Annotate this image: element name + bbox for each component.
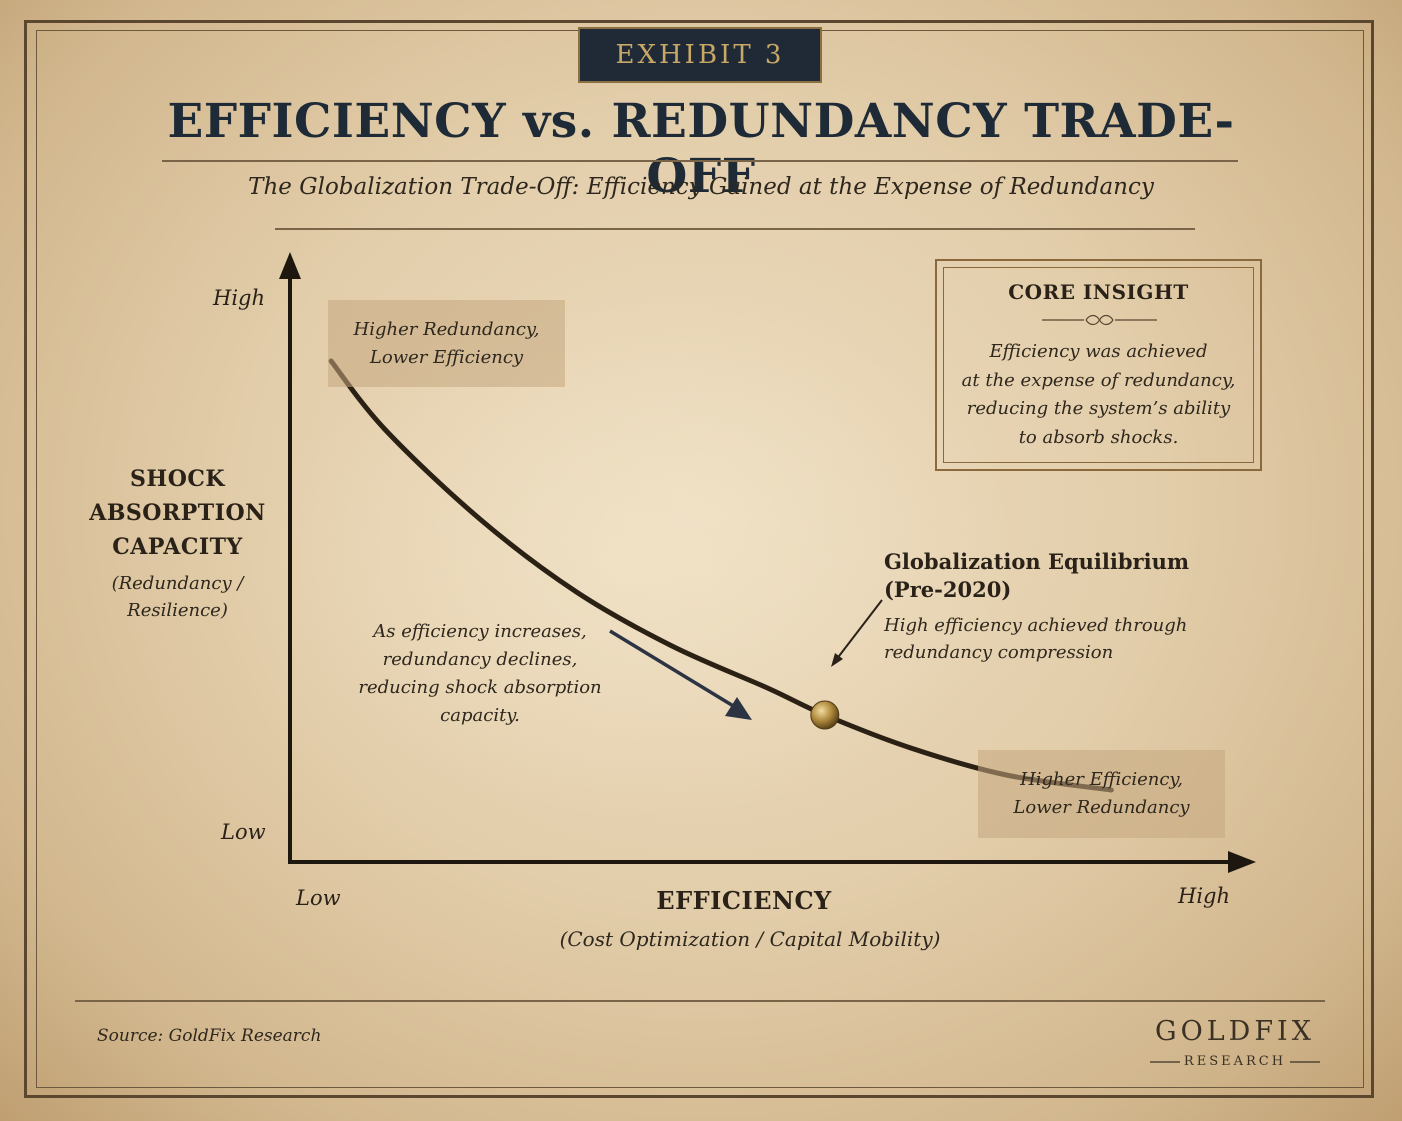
y-axis-subtitle-line: Resilience) xyxy=(127,600,228,621)
core-insight-inner-border xyxy=(943,267,1254,463)
bottom-right-region-box: Higher Efficiency, Lower Redundancy xyxy=(978,750,1225,838)
trend-annotation-line: capacity. xyxy=(440,705,520,726)
y-axis-subtitle: (Redundancy / Resilience) xyxy=(70,570,285,624)
trend-annotation-line: redundancy declines, xyxy=(382,649,578,670)
logo-rules xyxy=(1150,1061,1320,1063)
y-axis-arrowhead xyxy=(279,252,301,279)
equilibrium-pointer-line xyxy=(835,599,883,661)
core-insight-box: CORE INSIGHT Efficiency was achieved at … xyxy=(935,259,1262,471)
trend-annotation-line: reducing shock absorption xyxy=(358,677,602,698)
equilibrium-title: Globalization Equilibrium (Pre-2020) xyxy=(884,548,1244,604)
goldfix-logo-subtitle: RESEARCH xyxy=(1183,1054,1287,1069)
top-left-region-box: Higher Redundancy, Lower Efficiency xyxy=(328,300,565,387)
subtitle-divider xyxy=(275,228,1195,230)
outer-frame xyxy=(24,20,1374,1098)
trend-annotation: As efficiency increases, redundancy decl… xyxy=(345,618,615,730)
region-box-line: Lower Redundancy xyxy=(1013,797,1190,818)
x-tick-low: Low xyxy=(296,886,341,910)
y-axis-subtitle-line: (Redundancy / xyxy=(111,573,244,594)
y-axis-title: SHOCK ABSORPTION CAPACITY xyxy=(70,462,285,564)
core-insight-title: CORE INSIGHT xyxy=(1008,280,1189,304)
ornament-flourish-icon xyxy=(1042,314,1157,326)
equilibrium-pointer-head xyxy=(831,653,843,667)
trend-arrowhead xyxy=(725,697,752,720)
series-line xyxy=(328,358,1114,793)
equilibrium-point xyxy=(810,700,840,730)
footer-divider xyxy=(75,1000,1325,1002)
region-box-line: Higher Efficiency, xyxy=(1020,769,1183,790)
core-insight-line: reducing the system’s ability xyxy=(966,398,1231,419)
title-divider xyxy=(162,160,1238,162)
core-insight-line: at the expense of redundancy, xyxy=(961,369,1236,391)
x-tick-high: High xyxy=(1178,884,1230,908)
core-insight-line: Efficiency was achieved xyxy=(989,341,1208,362)
goldfix-logo-name: GOLDFIX xyxy=(1155,1016,1315,1047)
y-tick-low: Low xyxy=(221,820,266,844)
core-insight-body: Efficiency was achieved at the expense o… xyxy=(937,338,1260,452)
trend-arrow-line xyxy=(609,629,736,709)
trend-annotation-line: As efficiency increases, xyxy=(373,621,587,642)
region-box-line: Lower Efficiency xyxy=(369,346,524,368)
equilibrium-description: High efficiency achieved through redunda… xyxy=(884,612,1244,666)
x-axis-title: EFFICIENCY xyxy=(656,886,832,915)
plot-glow xyxy=(260,300,1020,820)
core-insight-line: to absorb shocks. xyxy=(1018,426,1179,448)
y-tick-high: High xyxy=(213,286,265,310)
x-axis-subtitle: (Cost Optimization / Capital Mobility) xyxy=(559,927,941,951)
y-axis-title-line: CAPACITY xyxy=(112,534,243,560)
region-box-line: Higher Redundancy, xyxy=(353,318,540,340)
exhibit-badge: EXHIBIT 3 xyxy=(578,27,822,83)
source-note: Source: GoldFix Research xyxy=(97,1026,322,1046)
chart-title: EFFICIENCY vs. REDUNDANCY TRADE-OFF xyxy=(167,94,1235,204)
equilibrium-desc-line: High efficiency achieved through xyxy=(884,615,1188,636)
y-axis-title-line: SHOCK xyxy=(130,466,225,492)
chart-subtitle: The Globalization Trade-Off: Efficiency … xyxy=(248,174,1154,200)
equilibrium-title-line: Globalization Equilibrium xyxy=(884,549,1190,574)
equilibrium-title-line: (Pre-2020) xyxy=(884,577,1012,602)
equilibrium-desc-line: redundancy compression xyxy=(884,642,1114,663)
x-axis-arrowhead xyxy=(1228,851,1256,873)
y-axis-title-line: ABSORPTION xyxy=(89,500,266,526)
